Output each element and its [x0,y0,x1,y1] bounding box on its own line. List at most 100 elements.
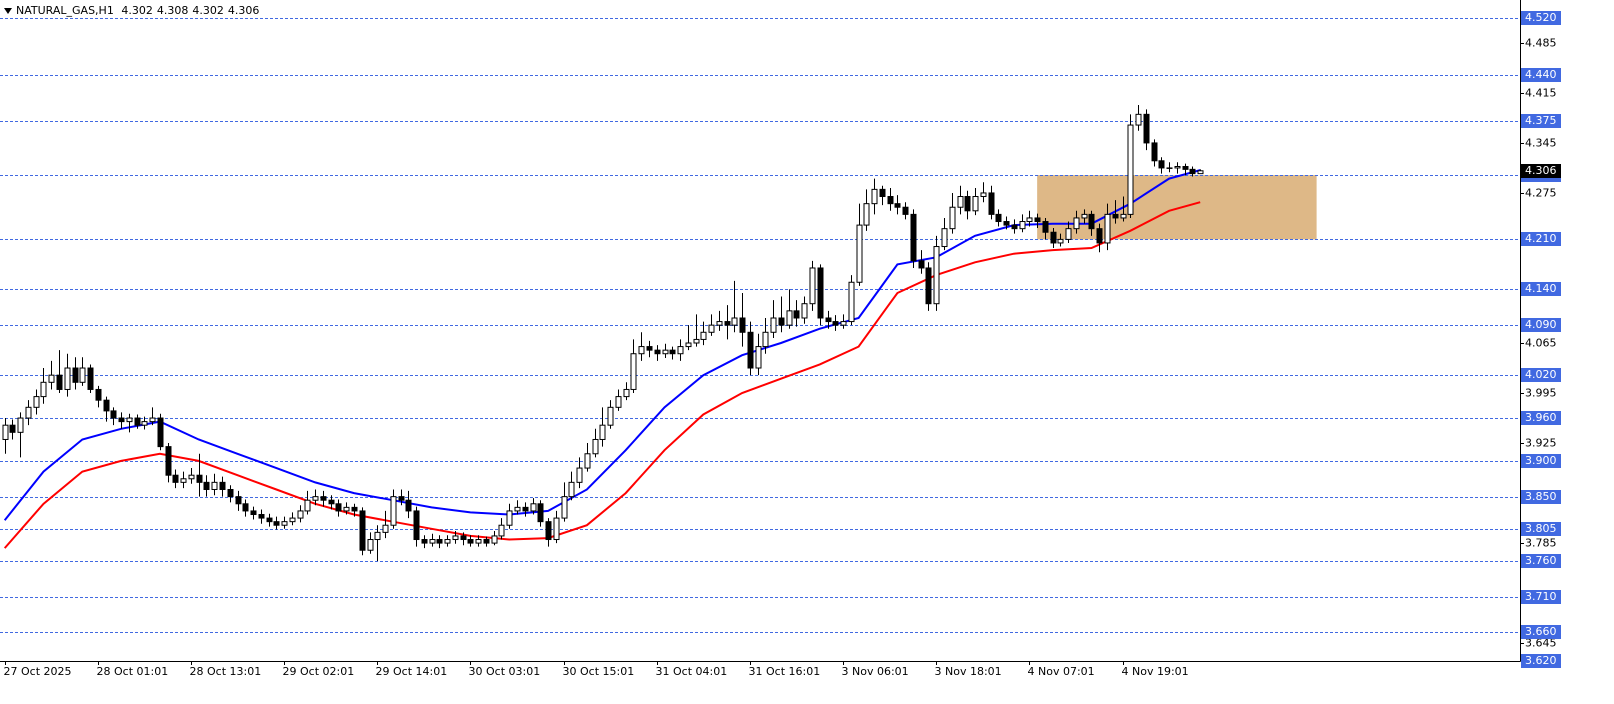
candle-body [669,349,676,355]
candle-body [933,246,940,305]
candle-body [856,224,863,283]
level-label-box [1521,625,1561,639]
level-label: 3.900 [1525,454,1557,467]
candle-body [716,321,723,326]
candle-body [367,539,374,551]
candle-body [700,331,707,340]
level-label-box [1521,114,1561,128]
level-label-box [1521,318,1561,332]
candle-body [56,374,63,390]
candle-body [64,367,71,390]
candle-body [304,499,311,512]
candle-body [141,421,148,426]
candle-body [398,496,405,501]
candle-body [452,535,459,541]
candle-body [848,281,855,323]
candle-body [902,206,909,215]
candle-body [172,474,179,483]
open: 4.302 [121,4,153,17]
candle-body [630,353,637,390]
candle-body [840,321,847,326]
candle-body [607,406,614,426]
candle-body [188,474,195,480]
candle-body [491,535,498,544]
x-tick-label: 30 Oct 03:01 [469,665,541,678]
menu-triangle [4,8,12,14]
candle-body [918,260,925,269]
candle-body [273,521,280,526]
y-tick-label: 3.785 [1525,537,1557,550]
level-label: 4.020 [1525,368,1557,381]
level-label-box [1521,490,1561,504]
candle-body [762,331,769,348]
candle-body [335,503,342,512]
symbol: NATURAL_GAS,H1 [16,4,114,17]
candle-body [1065,228,1072,240]
level-label: 3.620 [1525,654,1557,667]
candle-body [949,206,956,230]
x-tick-label: 27 Oct 2025 [4,665,72,678]
x-tick-label: 30 Oct 15:01 [563,665,635,678]
candle-body [498,524,505,537]
candle-body [879,188,886,198]
level-label-box [1521,454,1561,468]
x-tick-label: 3 Nov 18:01 [935,665,1002,678]
candle-body [693,338,700,344]
candle-body [910,213,917,262]
candle-body [211,481,218,490]
level-label-box [1521,68,1561,82]
candle-body [242,503,249,512]
candle-body [1112,213,1119,219]
y-tick-label: 4.485 [1525,37,1557,50]
candle-body [157,417,164,448]
candle-body [320,496,327,501]
candle-body [654,349,661,355]
candle-body [1088,213,1095,230]
level-label: 4.520 [1525,11,1557,24]
level-label: 4.375 [1525,114,1557,127]
candle-body [134,417,141,426]
candle-body [638,346,645,355]
x-tick-label: 4 Nov 19:01 [1122,665,1189,678]
high: 4.308 [156,4,189,17]
candle-body [537,503,544,523]
candle-body [126,417,133,423]
level-label-box [1521,522,1561,536]
x-tick-label: 29 Oct 14:01 [376,665,448,678]
level-label: 4.440 [1525,68,1557,81]
current-price-label: 4.306 [1525,164,1557,177]
candle-body [592,438,599,455]
candle-body [894,203,901,208]
candle-body [328,499,335,505]
candle-body [1135,113,1142,126]
candle-body [809,267,816,305]
candle-body [374,531,381,541]
close: 4.306 [227,4,260,17]
y-tick-label: 3.995 [1525,387,1557,400]
candle-body [980,192,987,198]
current-price-box [1521,164,1561,178]
level-label-box [1521,554,1561,568]
chart-header: NATURAL_GAS,H1 4.302 4.308 4.302 4.306 [4,4,263,17]
candle-body [95,388,102,401]
candle-body [584,453,591,469]
candle-body [2,424,9,440]
candle-body [165,446,172,476]
candle-body [1011,224,1018,230]
candle-body [1120,213,1127,219]
candle-body [429,539,436,544]
candle-body [514,506,521,512]
candle-body [747,331,754,369]
y-tick-label: 3.925 [1525,437,1557,450]
level-label: 3.760 [1525,554,1557,567]
candle-body [1197,170,1204,175]
candle-body [118,417,125,423]
candle-body [755,346,762,369]
candle-body [1189,168,1196,175]
candle-body [312,496,319,501]
candle-body [1042,221,1049,233]
candle-body [964,196,971,212]
candle-body [793,310,800,319]
